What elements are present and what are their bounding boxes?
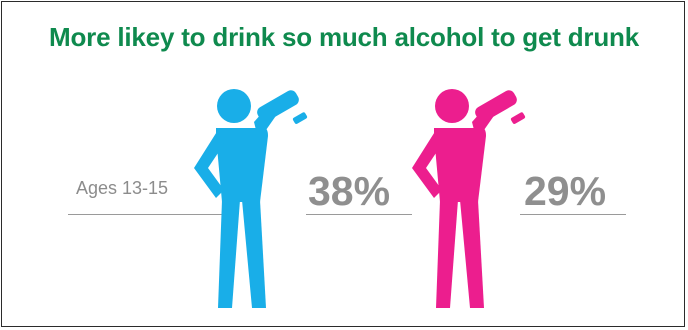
percentage-underline-1 xyxy=(306,214,412,215)
percentage-underline-2 xyxy=(520,214,626,215)
infographic-title: More likey to drink so much alcohol to g… xyxy=(49,22,639,52)
person-drinking-icon xyxy=(194,89,308,308)
percentage-value-2: 29% xyxy=(524,168,607,214)
percentage-value-1: 38% xyxy=(308,168,391,214)
age-group-label: Ages 13-15 xyxy=(76,178,169,198)
person-drinking-icon xyxy=(412,89,526,308)
age-group-underline xyxy=(68,214,232,215)
